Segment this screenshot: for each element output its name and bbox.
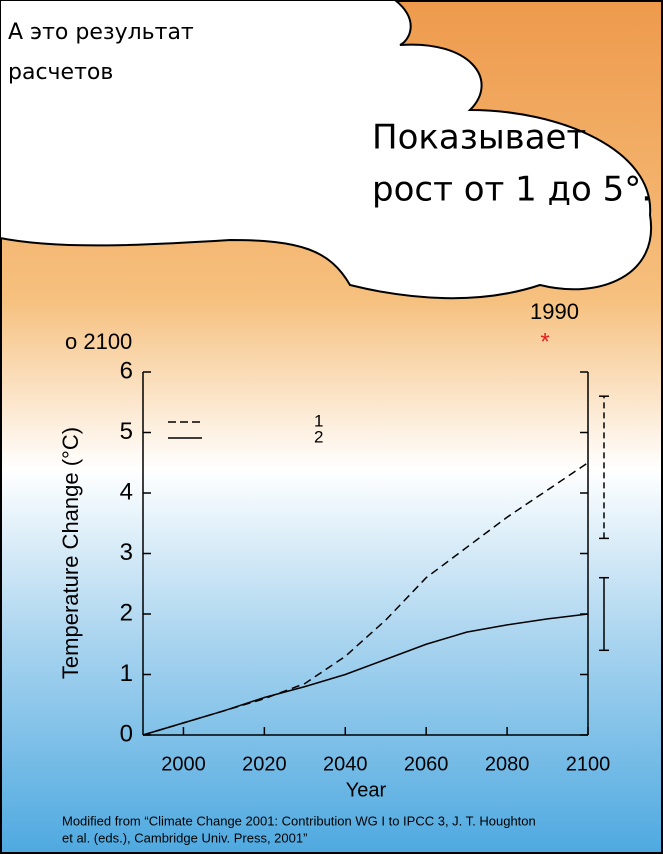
y-tick-label: 5 [120,418,133,445]
left-label: о 2100 [65,329,132,354]
y-tick-label: 6 [120,357,133,384]
legend-label: 2 [314,427,323,446]
y-tick-label: 1 [120,660,133,687]
source: et al. (eds.), Cambridge Univ. Press, 20… [62,830,307,845]
y-axis-label: Temperature Change (°C) [58,427,83,679]
y-tick-label: 2 [120,599,133,626]
y-tick-label: 0 [120,720,133,747]
y-tick-label: 3 [120,539,133,566]
x-tick-label: 2040 [323,753,368,775]
marker: * [540,328,549,355]
source: Modified from “Climate Change 2001: Cont… [62,813,536,828]
cloud-text: рост от 1 до 5°. [372,170,652,210]
x-tick-label: 2060 [404,753,449,775]
cloud-text: Показывает [372,118,586,158]
caption: расчетов [8,60,113,85]
x-tick-label: 2020 [242,753,287,775]
y-tick-label: 4 [120,478,133,505]
x-axis-label: Year [346,779,387,801]
slide: А это результат расчетов Показывает рост… [0,0,663,854]
marker-year: 1990 [530,299,579,324]
x-tick-label: 2100 [566,753,611,775]
x-tick-label: 2080 [485,753,530,775]
x-tick-label: 2000 [161,753,206,775]
caption: А это результат [8,20,194,45]
